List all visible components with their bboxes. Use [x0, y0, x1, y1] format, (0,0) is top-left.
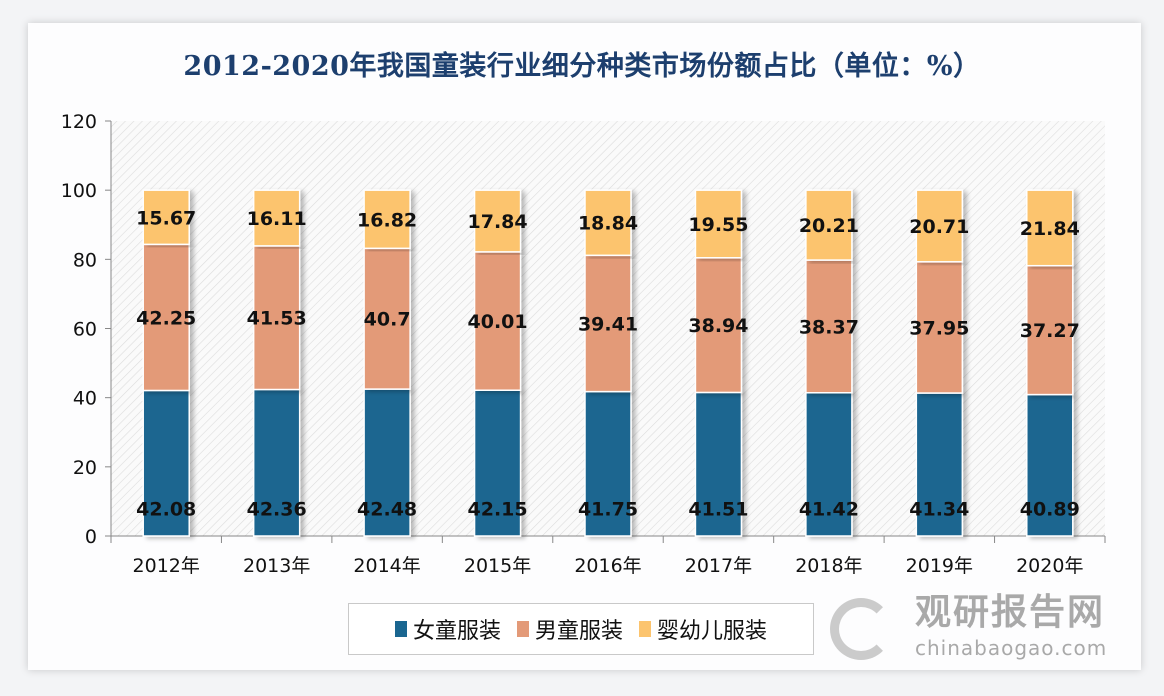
bar-segment [1026, 189, 1074, 267]
legend-swatch [639, 621, 651, 637]
data-label: 15.67 [136, 207, 196, 229]
data-label: 18.84 [578, 213, 638, 235]
data-label: 41.51 [688, 498, 748, 520]
data-label: 42.48 [357, 498, 417, 520]
bar-segment [1026, 264, 1074, 396]
y-tick-label: 60 [73, 319, 97, 341]
x-tick-label: 2017年 [685, 555, 752, 577]
data-label: 37.27 [1020, 320, 1080, 342]
chart-title: 2012-2020年我国童装行业细分种类市场份额占比（单位：%） [183, 51, 981, 82]
data-label: 40.01 [468, 311, 528, 333]
legend-label: 男童服装 [534, 619, 623, 644]
legend-swatch [516, 621, 529, 637]
bar-segment [142, 189, 190, 246]
x-tick-label: 2013年 [243, 555, 310, 577]
bar-segment [252, 245, 301, 391]
data-label: 20.71 [909, 216, 969, 238]
bar-segment [584, 254, 632, 393]
watermark-en: chinabaogao.com [915, 636, 1108, 660]
bar-segment [584, 189, 632, 257]
legend-item-infant: 婴幼儿服装 [639, 613, 767, 645]
data-label: 37.95 [909, 317, 969, 339]
data-label: 17.84 [468, 211, 528, 233]
x-tick-label: 2014年 [353, 555, 420, 577]
x-tick-label: 2019年 [906, 555, 973, 577]
y-tick-label: 100 [61, 180, 97, 202]
y-tick-label: 120 [61, 111, 97, 133]
bar-segment [805, 189, 853, 261]
bar-segment [363, 247, 411, 390]
data-label: 41.53 [247, 308, 307, 330]
bar-segment [142, 243, 190, 392]
y-tick-label: 20 [73, 457, 97, 479]
bar-segment [252, 189, 301, 247]
y-tick-label: 80 [73, 249, 97, 271]
data-label: 41.34 [909, 498, 969, 520]
data-label: 42.25 [136, 307, 196, 329]
data-label: 19.55 [688, 214, 748, 236]
bar-segment [473, 251, 522, 391]
data-label: 38.94 [688, 315, 748, 337]
x-tick-label: 2015年 [464, 555, 531, 577]
data-label: 42.08 [136, 498, 196, 520]
bar-segment [915, 392, 964, 537]
legend-label: 女童服装 [412, 619, 501, 644]
x-tick-label: 2016年 [574, 555, 641, 577]
bar-segment [473, 189, 522, 253]
data-label: 38.37 [799, 316, 859, 338]
legend-item-boys: 男童服装 [516, 613, 623, 645]
data-label: 40.89 [1020, 498, 1080, 520]
data-label: 39.41 [578, 313, 638, 335]
bar-segment [694, 189, 743, 259]
x-tick-label: 2018年 [795, 555, 862, 577]
bar-segment [915, 189, 964, 263]
data-label: 41.75 [578, 498, 638, 520]
bar-segment [584, 390, 632, 537]
watermark-logo: 观研报告网 chinabaogao.com [830, 592, 1130, 668]
legend-swatch [394, 621, 407, 637]
x-tick-label: 2020年 [1016, 555, 1083, 577]
bar-segment [363, 388, 411, 537]
bar-segment [473, 389, 522, 537]
watermark-icon [830, 598, 892, 660]
data-label: 21.84 [1020, 218, 1080, 240]
data-label: 16.82 [357, 209, 417, 231]
legend-item-girls: 女童服装 [394, 613, 501, 645]
data-label: 42.36 [247, 498, 307, 520]
data-label: 40.7 [364, 309, 411, 331]
watermark-cn: 观研报告网 [915, 592, 1106, 633]
data-label: 16.11 [247, 208, 307, 230]
data-label: 42.15 [468, 498, 528, 520]
legend-label: 婴幼儿服装 [657, 619, 768, 644]
legend: 女童服装 男童服装 婴幼儿服装 [348, 603, 814, 655]
data-label: 20.21 [799, 215, 859, 237]
data-label: 41.42 [799, 498, 859, 520]
bar-segment [363, 189, 411, 250]
x-tick-label: 2012年 [133, 555, 200, 577]
y-tick-label: 0 [85, 526, 97, 548]
y-tick-label: 40 [73, 388, 97, 410]
bar-segment [915, 261, 964, 394]
